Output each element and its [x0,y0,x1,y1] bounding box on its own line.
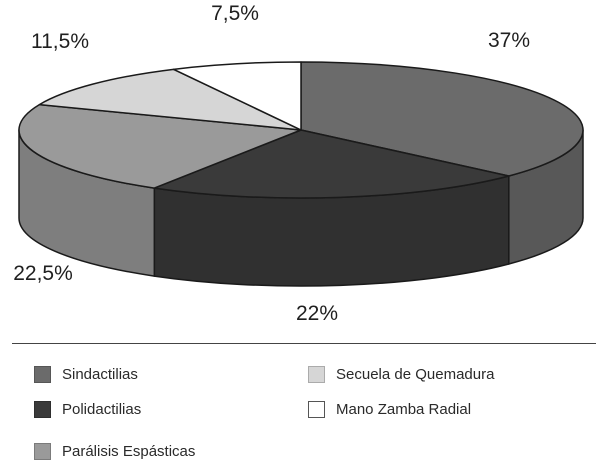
pie-labels: 37% 22% 22,5% 11,5% 7,5% [13,2,530,325]
pie-slice-polidactilias [153,129,510,199]
legend-swatch-mano-zamba-radial [308,401,325,418]
pie-slice-secuela-de-quemadura [38,68,302,131]
legend: Sindactilias Polidactilias Parálisis Esp… [12,343,596,460]
legend-swatch-paralisis-espasticas [34,443,51,460]
slice-label-mano-zamba-radial: 7,5% [211,2,259,25]
slice-label-paralisis-espasticas: 22,5% [13,262,73,285]
legend-label-secuela-de-quemadura: Secuela de Quemadura [336,366,495,383]
legend-item-secuela-de-quemadura: Secuela de Quemadura [308,366,494,383]
slice-label-sindactilias: 37% [488,29,530,52]
legend-label-polidactilias: Polidactilias [62,401,142,418]
pie-slice-mano-zamba-radial [172,61,302,131]
pie-slice-paralisis-espasticas [18,103,302,189]
slice-label-secuela-de-quemadura: 11,5% [31,30,89,53]
pie-slice-sindactilias [300,61,584,177]
legend-swatch-polidactilias [34,401,51,418]
legend-item-sindactilias: Sindactilias [34,366,138,383]
legend-label-sindactilias: Sindactilias [62,366,138,383]
pie-chart: 37% 22% 22,5% 11,5% 7,5% [13,2,584,325]
legend-label-mano-zamba-radial: Mano Zamba Radial [336,401,472,418]
legend-item-polidactilias: Polidactilias [34,401,141,418]
legend-swatch-secuela-de-quemadura [308,366,325,383]
legend-item-mano-zamba-radial: Mano Zamba Radial [308,401,471,418]
legend-swatch-sindactilias [34,366,51,383]
slice-label-polidactilias: 22% [296,302,338,325]
legend-item-paralisis-espasticas: Parálisis Espásticas [34,443,195,460]
pie-sides [18,129,584,287]
legend-label-paralisis-espasticas: Parálisis Espásticas [62,443,196,460]
pie-tops [18,61,584,199]
